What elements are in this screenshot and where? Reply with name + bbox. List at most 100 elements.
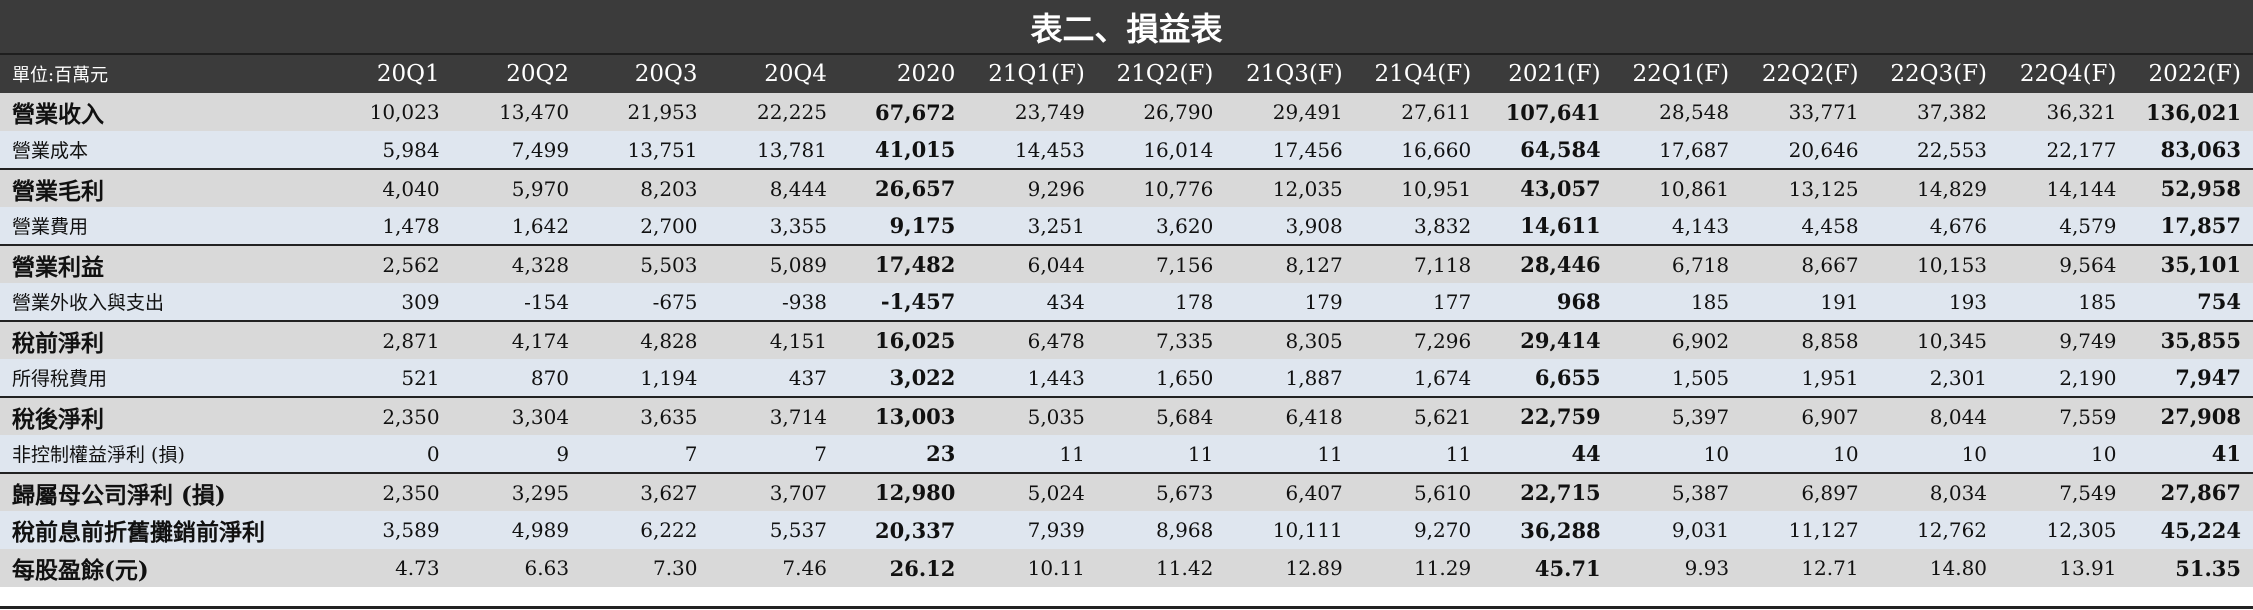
value-cell: 179 [1304,289,1343,314]
row-label: 營業成本 [12,140,89,162]
table-row: 營業費用 1,478 1,642 2,700 3,355 9,175 3,251 3,620 3… [0,207,2253,245]
value-cell: 3,304 [451,396,582,435]
value-cell: 3,627 [581,472,710,511]
value-cell: 17,687 [1659,137,1730,162]
value-cell: 2,871 [323,320,452,359]
value-cell: 178 [1175,289,1214,314]
column-header: 21Q3(F) [1246,61,1343,87]
column-header: 20Q4 [764,61,827,87]
value-cell: 9,564 [1999,244,2129,283]
column-header: 21Q2(F) [1116,61,1214,87]
value-cell: 6,897 [1741,472,1871,511]
value-cell: 7 [814,441,827,466]
value-cell: 8,203 [581,168,710,207]
annual-value-cell: 14,611 [1520,213,1601,238]
table-row: 稅前淨利 2,871 4,174 4,828 4,151 16,025 6,478 7,335… [0,320,2253,359]
value-cell: 10,023 [369,100,440,124]
annual-value-cell: 67,672 [875,99,956,125]
column-header: 20Q3 [634,61,698,87]
value-cell: 4,458 [1801,213,1859,238]
value-cell: 9 [556,441,570,466]
annual-value-cell: 52,958 [2128,168,2253,207]
table-row: 稅前息前折舊攤銷前淨利 3,589 4,989 6,222 5,537 20,337 7,9… [0,511,2253,549]
value-cell: 1,194 [640,365,698,390]
row-label: 稅前息前折舊攤銷前淨利 [12,519,265,546]
column-header: 20Q2 [506,61,570,87]
value-cell: 14.80 [1929,556,1988,580]
value-cell: 22,553 [1917,137,1988,162]
annual-value-cell: 28,446 [1483,244,1613,283]
value-cell: 8,968 [1156,518,1214,542]
annual-value-cell: 968 [1556,289,1601,314]
annual-value-cell: 35,855 [2128,320,2253,359]
table-row: 所得稅費用 521 870 1,194 437 3,022 1,443 1,650 1,887 1… [0,359,2253,397]
value-cell: 2,190 [2059,365,2117,390]
value-cell: 36,321 [2046,100,2117,124]
value-cell: 12,035 [1225,168,1355,207]
annual-value-cell: 43,057 [1483,168,1613,207]
value-cell: 7,559 [1999,396,2129,435]
value-cell: 434 [1046,289,1085,314]
annual-value-cell: 51.35 [2175,555,2241,581]
value-cell: 16,014 [1143,137,1214,162]
value-cell: 11 [1317,441,1343,466]
row-label: 稅前淨利 [0,320,324,359]
table-row: 營業成本 5,984 7,499 13,751 13,781 41,015 14,453 16… [0,131,2253,169]
annual-value-cell: 16,025 [838,320,968,359]
value-cell: 0 [426,441,440,466]
value-cell: 3,635 [581,396,710,435]
value-cell: 1,887 [1285,365,1343,390]
row-label: 稅後淨利 [0,396,324,435]
value-cell: 4,143 [1671,213,1730,238]
value-cell: 29,491 [1272,100,1343,124]
value-cell: 9,270 [1413,518,1472,542]
row-label: 非控制權益淨利 (損) [12,444,185,466]
value-cell: 12,762 [1917,518,1988,542]
value-cell: 1,478 [382,213,440,238]
bottom-rule [0,606,2253,609]
value-cell: 11,127 [1788,518,1859,542]
value-cell: 8,858 [1741,320,1871,359]
value-cell: -938 [782,289,827,314]
value-cell: 3,620 [1156,213,1214,238]
value-cell: 37,382 [1917,100,1988,124]
value-cell: 7,156 [1096,244,1226,283]
annual-value-cell: 83,063 [2160,137,2241,162]
value-cell: 1,505 [1671,365,1730,390]
value-cell: 185 [1690,289,1730,314]
row-label: 營業外收入與支出 [12,292,165,314]
unit-label: 單位:百萬元 [12,65,109,86]
value-cell: 10,951 [1354,168,1484,207]
value-cell: 5,984 [382,137,440,162]
value-cell: 13,125 [1741,168,1871,207]
value-cell: 3,714 [709,396,839,435]
value-cell: 6.63 [524,556,570,580]
value-cell: 5,673 [1096,472,1226,511]
value-cell: 6,902 [1612,320,1742,359]
annual-value-cell: 27,867 [2128,472,2253,511]
value-cell: 7.46 [782,556,827,580]
value-cell: 2,562 [323,244,452,283]
annual-value-cell: 23 [926,441,956,466]
value-cell: 2,700 [640,213,698,238]
value-cell: 6,907 [1741,396,1871,435]
value-cell: 11.29 [1413,556,1472,580]
annual-value-cell: 17,482 [838,244,968,283]
table-row: 非控制權益淨利 (損) 0 9 7 7 23 11 11 11 11 44 10 10 10 10 41 [0,435,2253,473]
annual-value-cell: 107,641 [1505,99,1601,125]
column-header: 21Q4(F) [1374,61,1472,87]
value-cell: -675 [652,289,698,314]
annual-value-cell: 27,908 [2128,396,2253,435]
value-cell: 10,111 [1272,518,1343,542]
value-cell: 5,970 [451,168,582,207]
value-cell: 6,222 [640,518,698,542]
row-label: 營業利益 [0,244,324,283]
value-cell: 14,144 [1999,168,2129,207]
column-header: 2020 [896,61,956,87]
table-row: 營業利益 2,562 4,328 5,503 5,089 17,482 6,044 7,156… [0,244,2253,283]
value-cell: 9,749 [1999,320,2129,359]
table-title: 表二、損益表 [1030,9,1223,48]
value-cell: 4,579 [2059,213,2117,238]
annual-value-cell: 64,584 [1520,137,1601,162]
